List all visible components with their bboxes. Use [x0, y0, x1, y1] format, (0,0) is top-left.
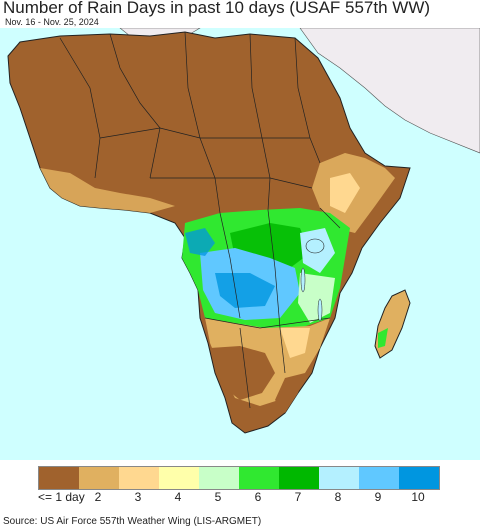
- source-credit: Source: US Air Force 557th Weather Wing …: [3, 516, 262, 527]
- madagascar: [374, 289, 411, 359]
- rain-days-map: [0, 28, 480, 460]
- lake-tanganyika: [300, 267, 306, 293]
- legend-label: 6: [254, 490, 262, 504]
- legend-swatch-6: [239, 467, 279, 489]
- lake-region-green: [298, 273, 335, 323]
- legend-swatch-3: [119, 467, 159, 489]
- legend-label: 10: [411, 490, 425, 504]
- legend-swatch-1: [39, 467, 79, 489]
- legend-label: 7: [294, 490, 302, 504]
- legend-swatch-9: [359, 467, 399, 489]
- central-deep-blue: [215, 273, 275, 308]
- legend-labels: <= 1 day 2 3 4 5 6 7 8 9 10: [38, 490, 438, 504]
- legend-label: 5: [214, 490, 222, 504]
- legend-label: 3: [134, 490, 142, 504]
- legend-swatch-4: [159, 467, 199, 489]
- legend-label: 9: [374, 490, 382, 504]
- legend-label: <= 1 day: [38, 490, 85, 504]
- lake-malawi: [317, 298, 323, 322]
- legend-swatch-7: [279, 467, 319, 489]
- color-legend: [38, 466, 440, 490]
- legend-swatch-10: [399, 467, 439, 489]
- congo-coast-blue: [185, 228, 215, 256]
- legend-label: 4: [174, 490, 182, 504]
- southeast-coast-dry: [275, 373, 305, 413]
- middle-east-region: [299, 28, 480, 154]
- southern-light: [280, 328, 310, 358]
- legend-swatch-5: [199, 467, 239, 489]
- legend-label: 8: [334, 490, 342, 504]
- legend-label: 2: [94, 490, 102, 504]
- legend-swatch-2: [79, 467, 119, 489]
- legend-swatch-8: [319, 467, 359, 489]
- lake-victoria: [305, 238, 325, 254]
- southern-dry: [210, 346, 275, 400]
- madagascar-green: [378, 328, 388, 348]
- date-range: Nov. 16 - Nov. 25, 2024: [5, 17, 99, 27]
- map-title: Number of Rain Days in past 10 days (USA…: [3, 0, 431, 17]
- country-borders: [59, 31, 341, 409]
- africa-map-svg: [7, 28, 480, 434]
- horn-light-rain: [330, 173, 360, 213]
- west-coast-tan: [40, 168, 175, 213]
